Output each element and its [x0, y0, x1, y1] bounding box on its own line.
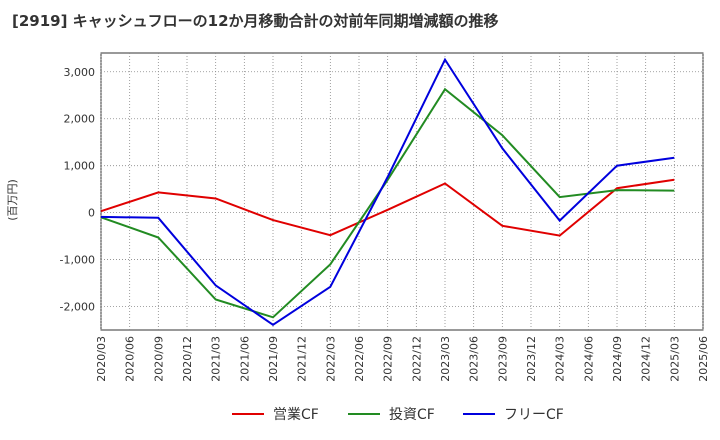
series-lines	[100, 57, 675, 327]
y-tick-labels: 3,000 2,000 1,000 0 -1,000 -2,000	[60, 66, 95, 314]
x-tick-label: 2024/12	[640, 336, 653, 382]
y-tick-label: 0	[88, 207, 95, 220]
y-tick-label: -1,000	[60, 254, 95, 267]
series-line	[100, 57, 675, 327]
y-axis-label: (百万円)	[6, 179, 19, 221]
y-tick-label: 2,000	[64, 113, 96, 126]
x-tick-label: 2021/03	[210, 336, 223, 382]
y-tick-label: 1,000	[64, 160, 96, 173]
x-tick-label: 2024/06	[582, 336, 595, 382]
x-tick-label: 2024/03	[554, 336, 567, 382]
x-tick-label: 2022/12	[410, 336, 423, 382]
x-tick-label: 2023/06	[468, 336, 481, 382]
x-tick-label: 2020/09	[152, 336, 165, 382]
x-tick-label: 2023/12	[525, 336, 538, 382]
x-tick-label: 2022/06	[353, 336, 366, 382]
y-tick-label: -2,000	[60, 301, 95, 314]
x-tick-label: 2023/03	[439, 336, 452, 382]
x-tick-label: 2024/09	[611, 336, 624, 382]
x-tick-label: 2020/12	[181, 336, 194, 382]
legend-label: 投資CF	[389, 407, 435, 423]
x-tick-label: 2025/06	[697, 336, 710, 382]
x-tick-label: 2021/09	[267, 336, 280, 382]
x-tick-label: 2022/09	[382, 336, 395, 382]
series-line	[100, 87, 675, 319]
legend-label: フリーCF	[504, 407, 564, 423]
x-tick-labels: 2020/03 2020/06 2020/09 2020/12 2021/03 2021/…	[95, 336, 710, 382]
x-tick-label: 2023/09	[496, 336, 509, 382]
x-tick-label: 2022/03	[324, 336, 337, 382]
legend: 営業CF 投資CF フリーCF	[232, 407, 564, 423]
x-tick-label: 2021/12	[296, 336, 309, 382]
x-tick-label: 2020/06	[124, 336, 137, 382]
x-tick-label: 2020/03	[95, 336, 108, 382]
y-tick-label: 3,000	[64, 66, 96, 79]
series-line	[100, 178, 675, 237]
legend-label: 営業CF	[273, 407, 319, 423]
grid-lines	[100, 53, 704, 330]
x-tick-label: 2021/06	[238, 336, 251, 382]
x-tick-label: 2025/03	[668, 336, 681, 382]
chart-title: [2919] キャッシュフローの12か月移動合計の対前年同期増減額の推移	[12, 12, 499, 30]
